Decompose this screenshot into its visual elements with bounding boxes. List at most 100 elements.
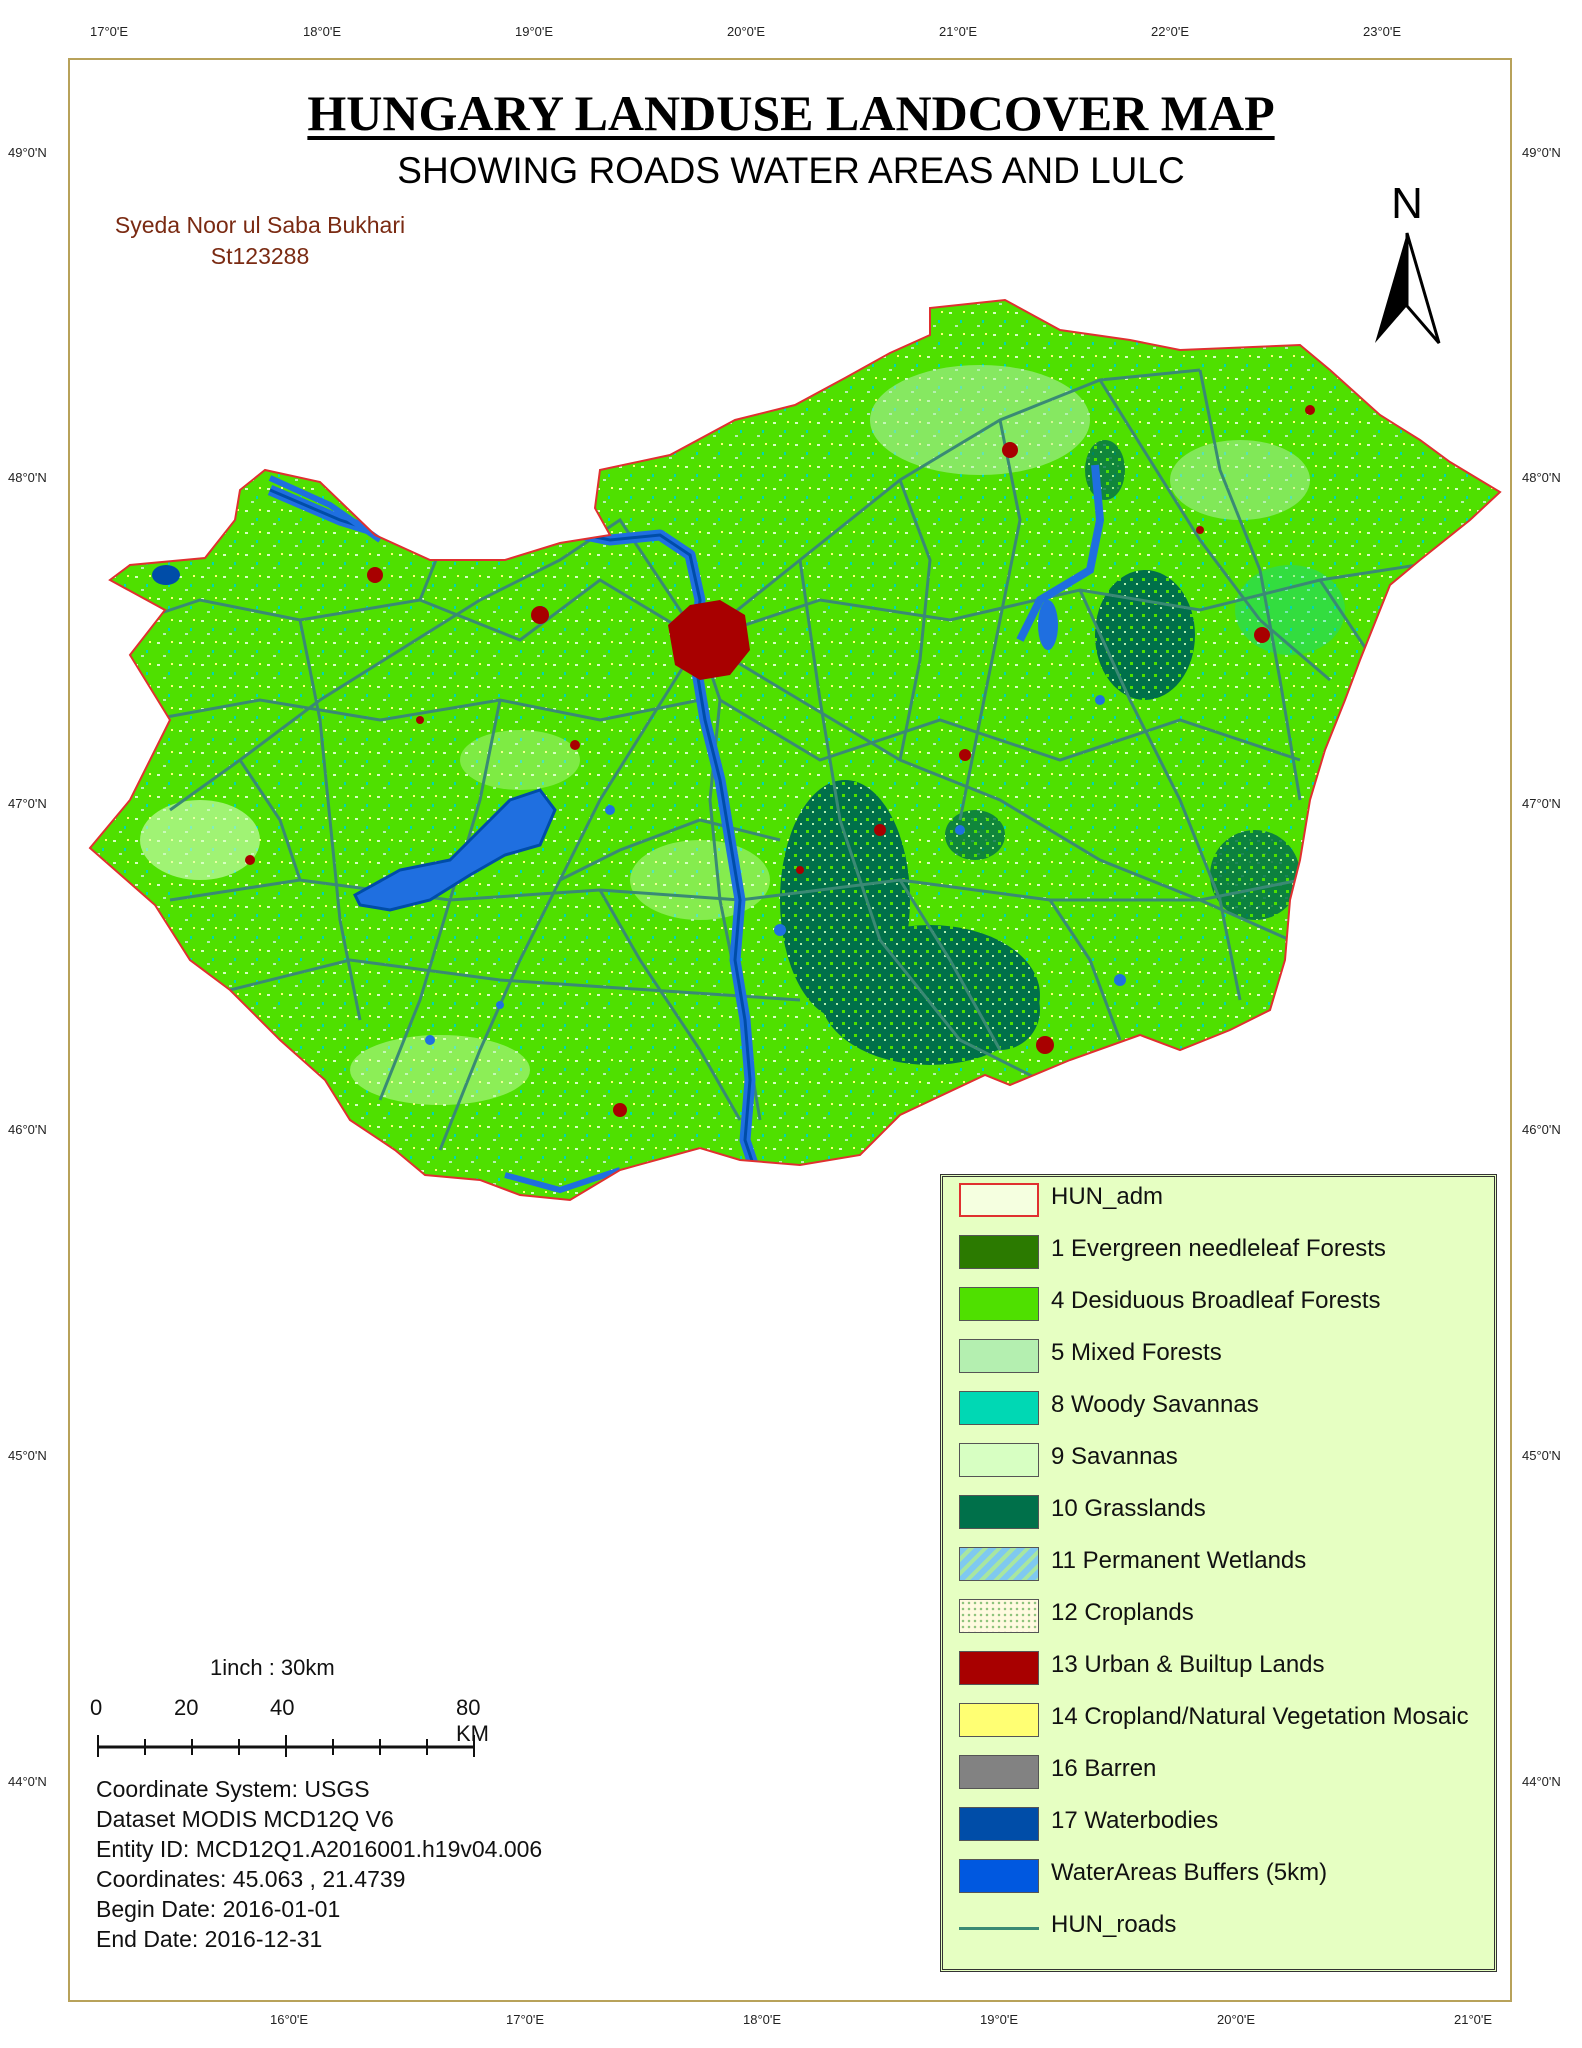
left-tick: 45°0'N	[8, 1448, 47, 1463]
legend-label: 4 Desiduous Broadleaf Forests	[1051, 1287, 1381, 1314]
legend-swatch	[959, 1287, 1039, 1321]
grassland-patch	[1095, 570, 1195, 700]
legend-swatch	[959, 1651, 1039, 1685]
legend-label: 5 Mixed Forests	[1051, 1339, 1222, 1366]
scale-label: 0	[90, 1695, 103, 1720]
legend-swatch	[959, 1391, 1039, 1425]
legend-item: 13 Urban & Builtup Lands	[951, 1645, 1491, 1689]
legend-swatch	[959, 1703, 1039, 1737]
legend-item: 8 Woody Savannas	[951, 1385, 1491, 1429]
scale-bar-graphic	[97, 1735, 475, 1757]
map-frame	[68, 58, 1512, 2002]
info-coordinates: Coordinates: 45.063 , 21.4739	[96, 1866, 406, 1892]
legend-swatch	[959, 1495, 1039, 1529]
legend-swatch	[959, 1755, 1039, 1789]
country-border	[88, 298, 1502, 1202]
scale-bar: 1inch : 30km 0 20 40 80 KM	[90, 1655, 510, 1765]
legend-label: 13 Urban & Builtup Lands	[1051, 1651, 1325, 1678]
legend-item: 16 Barren	[951, 1749, 1491, 1793]
legend-label: 11 Permanent Wetlands	[1051, 1547, 1307, 1574]
top-tick: 21°0'E	[939, 24, 978, 39]
legend-item: 5 Mixed Forests	[951, 1333, 1491, 1377]
right-tick: 49°0'N	[1522, 145, 1561, 160]
legend-item: 11 Permanent Wetlands	[951, 1541, 1491, 1585]
bottom-tick: 19°0'E	[980, 2012, 1019, 2027]
legend-label: 14 Cropland/Natural Vegetation Mosaic	[1051, 1703, 1469, 1730]
right-tick: 45°0'N	[1522, 1448, 1561, 1463]
left-tick: 46°0'N	[8, 1122, 47, 1137]
legend-swatch	[959, 1339, 1039, 1373]
road-network	[109, 368, 1451, 1151]
top-tick: 18°0'E	[303, 24, 342, 39]
bottom-tick: 21°0'E	[1454, 2012, 1493, 2027]
legend-label: 10 Grasslands	[1051, 1495, 1206, 1522]
legend-label: 12 Croplands	[1051, 1599, 1194, 1626]
bottom-tick: 20°0'E	[1217, 2012, 1256, 2027]
legend-item: 17 Waterbodies	[951, 1801, 1491, 1845]
map-subtitle: SHOWING ROADS WATER AREAS AND LULC	[397, 150, 1185, 191]
legend-item: HUN_roads	[951, 1905, 1491, 1949]
lake-balaton	[353, 788, 557, 912]
bottom-tick: 16°0'E	[270, 2012, 309, 2027]
info-dataset: Dataset MODIS MCD12Q V6	[96, 1806, 394, 1832]
north-label: N	[1391, 179, 1423, 228]
right-tick: 48°0'N	[1522, 470, 1561, 485]
top-tick: 23°0'E	[1363, 24, 1402, 39]
scale-label: 20	[174, 1695, 199, 1720]
legend-swatch	[959, 1859, 1039, 1893]
legend-label: 17 Waterbodies	[1051, 1807, 1219, 1834]
scale-label: 80 KM	[456, 1695, 489, 1746]
legend-swatch	[959, 1443, 1039, 1477]
legend-label: HUN_adm	[1051, 1183, 1164, 1210]
right-tick: 44°0'N	[1522, 1774, 1561, 1789]
legend-label: 8 Woody Savannas	[1051, 1391, 1259, 1418]
legend-item: 14 Cropland/Natural Vegetation Mosaic	[951, 1697, 1491, 1741]
legend-item: 1 Evergreen needleleaf Forests	[951, 1229, 1491, 1273]
left-tick: 49°0'N	[8, 145, 47, 160]
left-tick: 44°0'N	[8, 1774, 47, 1789]
left-tick: 47°0'N	[8, 796, 47, 811]
legend-label: HUN_roads	[1051, 1911, 1177, 1938]
top-tick: 17°0'E	[90, 24, 129, 39]
legend-item: 10 Grasslands	[951, 1489, 1491, 1533]
legend-label: 16 Barren	[1051, 1755, 1157, 1782]
author-id: St123288	[210, 243, 310, 269]
legend-item: HUN_adm	[951, 1177, 1491, 1221]
legend-item: 12 Croplands	[951, 1593, 1491, 1637]
right-tick: 46°0'N	[1522, 1122, 1561, 1137]
bottom-tick: 17°0'E	[506, 2012, 545, 2027]
left-tick: 48°0'N	[8, 470, 47, 485]
scale-ratio: 1inch : 30km	[210, 1655, 335, 1680]
legend-swatch-dots	[959, 1599, 1039, 1633]
info-entity-id: Entity ID: MCD12Q1.A2016001.h19v04.006	[96, 1836, 543, 1862]
legend-label: 9 Savannas	[1051, 1443, 1178, 1470]
info-end-date: End Date: 2016-12-31	[96, 1926, 323, 1952]
legend-item: 9 Savannas	[951, 1437, 1491, 1481]
top-tick: 20°0'E	[727, 24, 766, 39]
legend-label: WaterAreas Buffers (5km)	[1051, 1859, 1328, 1886]
top-tick: 22°0'E	[1151, 24, 1190, 39]
legend-item: 4 Desiduous Broadleaf Forests	[951, 1281, 1491, 1325]
map-legend: HUN_adm 1 Evergreen needleleaf Forests 4…	[940, 1174, 1497, 1972]
legend-label: 1 Evergreen needleleaf Forests	[1051, 1235, 1386, 1262]
tisza-river	[1016, 464, 1105, 642]
bottom-tick: 18°0'E	[743, 2012, 782, 2027]
legend-swatch-adm	[959, 1183, 1039, 1217]
legend-swatch-hatch	[959, 1547, 1039, 1581]
land-area	[90, 300, 1500, 1200]
legend-swatch	[959, 1235, 1039, 1269]
info-coordinate-system: Coordinate System: USGS	[96, 1776, 370, 1802]
legend-swatch	[959, 1807, 1039, 1841]
budapest-urban	[668, 600, 750, 680]
info-begin-date: Begin Date: 2016-01-01	[96, 1896, 341, 1922]
top-tick: 19°0'E	[515, 24, 554, 39]
map-title: HUNGARY LANDUSE LANDCOVER MAP	[307, 85, 1275, 141]
right-tick: 47°0'N	[1522, 796, 1561, 811]
legend-item: WaterAreas Buffers (5km)	[951, 1853, 1491, 1897]
legend-swatch-line	[959, 1927, 1039, 1930]
scale-label: 40	[270, 1695, 295, 1720]
north-arrow-icon: N	[1375, 179, 1441, 344]
author-name: Syeda Noor ul Saba Bukhari	[114, 212, 406, 238]
